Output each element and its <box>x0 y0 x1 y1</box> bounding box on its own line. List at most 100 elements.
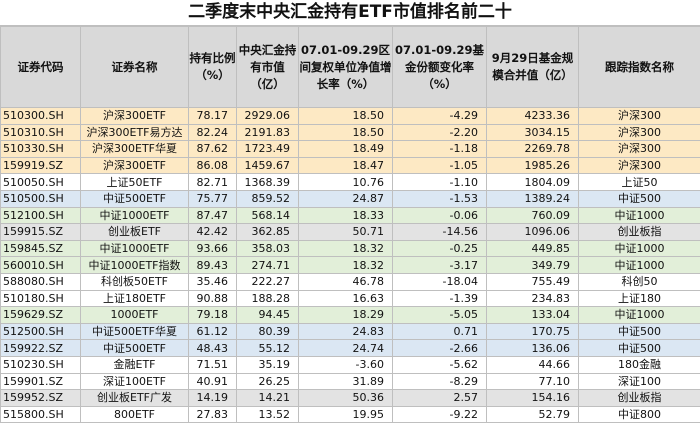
cell-index: 中证1000 <box>578 306 700 324</box>
table-row: 159915.SZ 创业板ETF 42.42 362.85 50.71 -14.56 109… <box>0 223 700 241</box>
cell-name: 金融ETF <box>80 355 189 374</box>
cell-name: 沪深300ETF易方达 <box>80 123 189 142</box>
cell-market-value: 80.39 <box>236 322 299 341</box>
table-title: 二季度末中央汇金持有ETF市值排名前二十 <box>0 0 700 26</box>
header-code: 证券代码 <box>0 26 81 108</box>
cell-share-change: -0.25 <box>392 239 487 258</box>
cell-code: 510310.SH <box>0 123 81 142</box>
cell-ratio: 42.42 <box>188 223 237 241</box>
cell-growth: 18.50 <box>298 107 393 125</box>
cell-market-value: 1459.67 <box>236 156 299 175</box>
cell-code: 159629.SZ <box>0 306 81 324</box>
table-row: 510230.SH 金融ETF 71.51 35.19 -3.60 -5.62 44.66 1… <box>0 355 700 374</box>
cell-index: 沪深300 <box>578 156 700 175</box>
table-row: 510050.SH 上证50ETF 82.71 1368.39 10.76 -1.10 18… <box>0 173 700 191</box>
cell-index: 中证500 <box>578 189 700 208</box>
cell-name: 沪深300ETF华夏 <box>80 140 189 158</box>
header-row: 证券代码 证券名称 持有比例（%） 中央汇金持有市值（亿） 07.01-09.2… <box>0 26 700 108</box>
cell-market-value: 362.85 <box>236 223 299 241</box>
table-row: 510500.SH 中证500ETF 75.77 859.52 24.87 -1.53 13… <box>0 189 700 208</box>
cell-name: 深证100ETF <box>80 372 189 391</box>
cell-growth: 24.87 <box>298 189 393 208</box>
cell-scale: 44.66 <box>486 355 579 374</box>
cell-scale: 154.16 <box>486 389 579 407</box>
cell-market-value: 55.12 <box>236 339 299 357</box>
cell-share-change: -1.39 <box>392 289 487 308</box>
cell-market-value: 358.03 <box>236 239 299 258</box>
cell-market-value: 188.28 <box>236 289 299 308</box>
cell-growth: 18.33 <box>298 206 393 225</box>
cell-name: 沪深300ETF <box>80 107 189 125</box>
cell-name: 上证50ETF <box>80 173 189 191</box>
cell-name: 中证1000ETF <box>80 206 189 225</box>
cell-code: 510500.SH <box>0 189 81 208</box>
cell-share-change: 2.57 <box>392 389 487 407</box>
cell-scale: 77.10 <box>486 372 579 391</box>
cell-growth: 19.95 <box>298 405 393 424</box>
cell-market-value: 26.25 <box>236 372 299 391</box>
cell-ratio: 71.51 <box>188 355 237 374</box>
cell-share-change: -1.18 <box>392 140 487 158</box>
cell-ratio: 82.71 <box>188 173 237 191</box>
cell-index: 深证100 <box>578 372 700 391</box>
table-row: 159845.SZ 中证1000ETF 93.66 358.03 18.32 -0.25 4… <box>0 239 700 258</box>
cell-growth: 18.32 <box>298 256 393 274</box>
cell-share-change: -0.06 <box>392 206 487 225</box>
cell-share-change: -9.22 <box>392 405 487 424</box>
cell-share-change: -18.04 <box>392 272 487 291</box>
cell-share-change: 0.71 <box>392 322 487 341</box>
cell-share-change: -1.53 <box>392 189 487 208</box>
header-growth: 07.01-09.29区间复权单位净值增长率（%） <box>298 26 393 108</box>
cell-code: 159922.SZ <box>0 339 81 357</box>
cell-ratio: 27.83 <box>188 405 237 424</box>
cell-growth: 18.47 <box>298 156 393 175</box>
cell-scale: 234.83 <box>486 289 579 308</box>
cell-ratio: 78.17 <box>188 107 237 125</box>
cell-index: 180金融 <box>578 355 700 374</box>
cell-index: 沪深300 <box>578 140 700 158</box>
cell-growth: 10.76 <box>298 173 393 191</box>
table-row: 159919.SZ 沪深300ETF 86.08 1459.67 18.47 -1.05 1… <box>0 156 700 175</box>
cell-scale: 170.75 <box>486 322 579 341</box>
cell-scale: 760.09 <box>486 206 579 225</box>
cell-index: 科创50 <box>578 272 700 291</box>
cell-share-change: -2.20 <box>392 123 487 142</box>
cell-index: 中证500 <box>578 339 700 357</box>
cell-growth: 31.89 <box>298 372 393 391</box>
cell-name: 800ETF <box>80 405 189 424</box>
header-index: 跟踪指数名称 <box>578 26 700 108</box>
cell-index: 创业板指 <box>578 223 700 241</box>
cell-index: 中证1000 <box>578 206 700 225</box>
header-market-value: 中央汇金持有市值（亿） <box>236 26 299 108</box>
cell-scale: 349.79 <box>486 256 579 274</box>
header-scale: 9月29日基金规模合并值（亿） <box>486 26 579 108</box>
cell-share-change: -8.29 <box>392 372 487 391</box>
cell-market-value: 1368.39 <box>236 173 299 191</box>
table-body: 510300.SH 沪深300ETF 78.17 2929.06 18.50 -4.29 4… <box>0 107 700 424</box>
cell-market-value: 568.14 <box>236 206 299 225</box>
cell-share-change: -2.66 <box>392 339 487 357</box>
cell-name: 中证500ETF <box>80 189 189 208</box>
table-row: 510180.SH 上证180ETF 90.88 188.28 16.63 -1.39 23… <box>0 289 700 308</box>
cell-share-change: -5.62 <box>392 355 487 374</box>
cell-ratio: 48.43 <box>188 339 237 357</box>
cell-code: 159952.SZ <box>0 389 81 407</box>
cell-ratio: 90.88 <box>188 289 237 308</box>
table-row: 510300.SH 沪深300ETF 78.17 2929.06 18.50 -4.29 4… <box>0 107 700 125</box>
cell-growth: 18.29 <box>298 306 393 324</box>
cell-ratio: 14.19 <box>188 389 237 407</box>
cell-code: 560010.SH <box>0 256 81 274</box>
cell-name: 中证500ETF华夏 <box>80 322 189 341</box>
cell-code: 159919.SZ <box>0 156 81 175</box>
cell-index: 中证1000 <box>578 239 700 258</box>
cell-market-value: 859.52 <box>236 189 299 208</box>
cell-growth: 46.78 <box>298 272 393 291</box>
cell-index: 创业板指 <box>578 389 700 407</box>
table-row: 510310.SH 沪深300ETF易方达 82.24 2191.83 18.50 -2.… <box>0 123 700 142</box>
cell-scale: 52.79 <box>486 405 579 424</box>
cell-market-value: 1723.49 <box>236 140 299 158</box>
cell-market-value: 14.21 <box>236 389 299 407</box>
table-row: 159901.SZ 深证100ETF 40.91 26.25 31.89 -8.29 77.… <box>0 372 700 391</box>
cell-index: 中证800 <box>578 405 700 424</box>
